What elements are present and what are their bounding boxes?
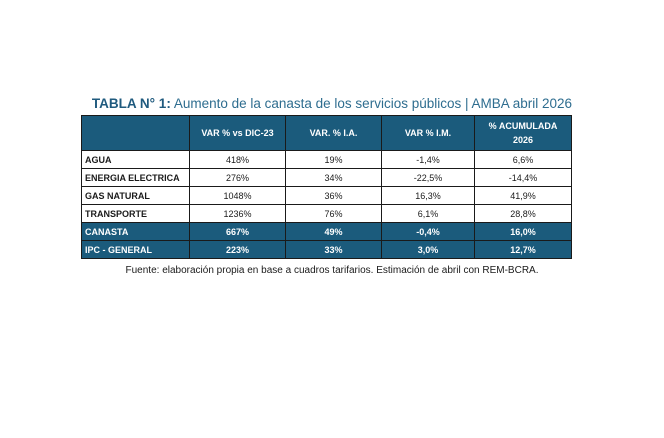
table-row-canasta: CANASTA 667% 49% -0,4% 16,0%: [81, 222, 572, 241]
table-cell: 1048%: [189, 186, 286, 205]
data-table: VAR % vs DIC-23 VAR. % I.A. VAR % I.M. %…: [81, 115, 572, 259]
table-header-row: VAR % vs DIC-23 VAR. % I.A. VAR % I.M. %…: [81, 115, 572, 151]
table-title-prefix: TABLA N° 1:: [91, 96, 171, 111]
table-cell: 667%: [189, 222, 286, 241]
source-note: Fuente: elaboración propia en base a cua…: [125, 265, 539, 276]
row-label: GAS NATURAL: [81, 186, 190, 205]
table-cell: -0,4%: [381, 222, 475, 241]
table-cell: 19%: [285, 150, 382, 169]
table-cell: 6,6%: [474, 150, 572, 169]
table-cell: 36%: [285, 186, 382, 205]
table-cell: -22,5%: [381, 168, 475, 187]
table-cell: -14,4%: [474, 168, 572, 187]
table-title-text: Aumento de la canasta de los servicios p…: [170, 96, 573, 111]
table-cell: 3,0%: [381, 240, 475, 259]
table-cell: 16,3%: [381, 186, 475, 205]
table-cell: 28,8%: [474, 204, 572, 223]
table-cell: 12,7%: [474, 240, 572, 259]
table-cell: 76%: [285, 204, 382, 223]
row-label: TRANSPORTE: [81, 204, 190, 223]
header-var-im: VAR % I.M.: [381, 115, 475, 151]
table-cell: 34%: [285, 168, 382, 187]
table-row-transporte: TRANSPORTE 1236% 76% 6,1% 28,8%: [81, 204, 572, 223]
row-label: IPC - GENERAL: [81, 240, 190, 259]
table-cell: 276%: [189, 168, 286, 187]
table-row-gas: GAS NATURAL 1048% 36% 16,3% 41,9%: [81, 186, 572, 205]
row-label: CANASTA: [81, 222, 190, 241]
row-label: AGUA: [81, 150, 190, 169]
table-cell: 6,1%: [381, 204, 475, 223]
row-label: ENERGIA ELECTRICA: [81, 168, 190, 187]
header-acumulada-2026: % ACUMULADA 2026: [474, 115, 572, 151]
table-cell: 41,9%: [474, 186, 572, 205]
table-row-energia: ENERGIA ELECTRICA 276% 34% -22,5% -14,4%: [81, 168, 572, 187]
table-cell: 418%: [189, 150, 286, 169]
header-cell-empty: [81, 115, 190, 151]
table-row-agua: AGUA 418% 19% -1,4% 6,6%: [81, 150, 572, 169]
table-cell: 49%: [285, 222, 382, 241]
table-cell: 16,0%: [474, 222, 572, 241]
table-title: TABLA N° 1: Aumento de la canasta de los…: [0, 96, 664, 112]
table-cell: 33%: [285, 240, 382, 259]
table-cell: 1236%: [189, 204, 286, 223]
table-row-ipc-general: IPC - GENERAL 223% 33% 3,0% 12,7%: [81, 240, 572, 259]
header-var-dic23: VAR % vs DIC-23: [189, 115, 286, 151]
table-cell: 223%: [189, 240, 286, 259]
table-cell: -1,4%: [381, 150, 475, 169]
header-var-ia: VAR. % I.A.: [285, 115, 382, 151]
